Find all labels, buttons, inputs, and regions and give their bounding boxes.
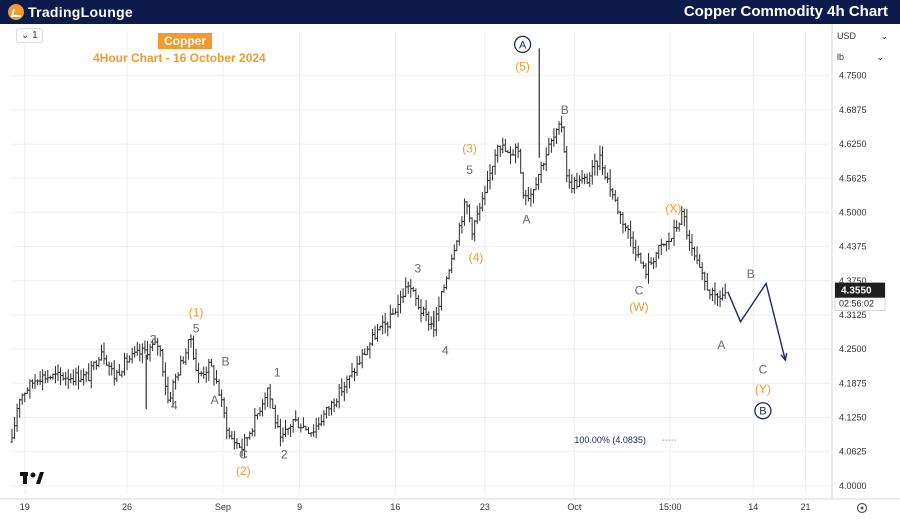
current-price-label: 4.3550 <box>841 286 872 297</box>
fib-level-label: 100.00% (4.0835) <box>574 435 646 445</box>
settings-gear-center-icon[interactable] <box>860 506 864 510</box>
y-tick-label: 4.1875 <box>839 378 867 388</box>
logo-stem <box>23 472 27 484</box>
settings-gear-icon[interactable] <box>856 502 868 514</box>
projection-arrowhead-icon <box>780 353 788 362</box>
price-chart[interactable]: 100.00% (4.0835) A (5) B (3) 5 A (X) (4) 3 B C (W) (… <box>0 24 900 522</box>
chart-area[interactable]: 100.00% (4.0835) A (5) B (3) 5 A (X) (4) 3 B C (W) (… <box>0 24 900 522</box>
grid-lines <box>12 32 830 494</box>
wave-label: 3 <box>414 262 421 276</box>
x-tick-label: 15:00 <box>659 502 682 512</box>
wave-label: (Y) <box>755 382 771 396</box>
wave-label: (3) <box>462 141 477 155</box>
currency-selector[interactable]: USD ⌄ <box>837 31 888 42</box>
x-tick-label: 14 <box>748 502 758 512</box>
wave-label: 4 <box>171 398 178 412</box>
unit-dropdown-icon[interactable]: ⌄ <box>876 52 885 62</box>
wave-label: (1) <box>189 305 204 319</box>
wave-label: 5 <box>466 163 473 177</box>
logo-slash <box>36 472 44 484</box>
wave-label-circle <box>754 402 772 420</box>
wave-label: C <box>239 447 248 461</box>
wave-label: A <box>522 212 530 226</box>
y-tick-label: 4.7500 <box>839 71 867 81</box>
countdown-label: 02:56:02 <box>839 299 874 309</box>
wave-label: (4) <box>469 251 484 265</box>
candles-layer <box>10 48 727 458</box>
wave-label: C <box>759 363 768 377</box>
chart-subtitle: 4Hour Chart - 16 October 2024 <box>93 51 266 65</box>
wave-label: B <box>221 355 229 369</box>
x-tick-label: 26 <box>122 502 132 512</box>
brand-logo: TradingLounge <box>8 3 133 21</box>
header-bar: TradingLounge Copper Commodity 4h Chart <box>0 0 900 24</box>
projection-path <box>727 281 786 361</box>
y-tick-label: 4.3750 <box>839 276 867 286</box>
y-tick-label: 4.4375 <box>839 242 867 252</box>
y-tick-label: 4.0000 <box>839 481 867 491</box>
x-tick-label: 23 <box>480 502 490 512</box>
interval-value: 1 <box>32 30 38 41</box>
wave-label: B <box>747 267 755 281</box>
y-tick-label: 4.6250 <box>839 139 867 149</box>
unit-label: lb <box>837 52 845 62</box>
wave-label: 1 <box>274 365 281 379</box>
wave-label: C <box>635 283 644 297</box>
currency-label: USD <box>837 31 857 41</box>
logo-mark-icon <box>8 4 24 20</box>
symbol-badge: Copper <box>158 33 212 49</box>
y-tick-label: 4.0625 <box>839 447 867 457</box>
y-tick-label: 4.5625 <box>839 173 867 183</box>
y-tick-label: 4.2500 <box>839 344 867 354</box>
wave-label: A <box>717 338 725 352</box>
x-tick-label: Sep <box>215 502 231 512</box>
wave-label-circle <box>513 35 532 54</box>
wave-label: 5 <box>193 322 200 336</box>
y-tick-label: 4.6875 <box>839 105 867 115</box>
collapse-icon[interactable]: ⌄ <box>21 30 30 41</box>
wave-labels-layer: A (5) B (3) 5 A (X) (4) 3 B C (W) (1) 5 3 A 4 B 1 C A (Y) B 4 C 2… <box>150 35 772 478</box>
chart-title: Copper Commodity 4h Chart <box>683 3 888 20</box>
wave-label: (5) <box>515 59 530 73</box>
wave-label: A <box>519 39 527 51</box>
x-tick-label: 9 <box>297 502 302 512</box>
wave-label: 4 <box>442 344 449 358</box>
x-tick-label: 21 <box>800 502 810 512</box>
wave-label: (X) <box>665 201 681 215</box>
wave-label: (2) <box>236 464 251 478</box>
wave-label: B <box>759 406 766 418</box>
tradingview-logo-icon <box>20 472 44 484</box>
y-axis[interactable]: 4.7500 4.6875 4.6250 4.5625 4.5000 4.4375 4.37… <box>831 24 886 499</box>
fib-layer: 100.00% (4.0835) <box>574 435 677 445</box>
y-tick-label: 4.5000 <box>839 207 867 217</box>
x-tick-label: 16 <box>390 502 400 512</box>
wave-label: A <box>211 393 219 407</box>
x-tick-label: Oct <box>567 502 582 512</box>
wave-label: (W) <box>629 300 648 314</box>
wave-label: B <box>561 103 569 117</box>
wave-label: 2 <box>281 447 288 461</box>
unit-selector[interactable]: lb ⌄ <box>837 52 884 63</box>
interval-selector[interactable]: ⌄ 1 <box>16 28 43 43</box>
logo-dot <box>30 472 36 478</box>
logo-text: TradingLounge <box>28 4 134 20</box>
projection-layer <box>727 281 788 362</box>
x-tick-label: 19 <box>20 502 30 512</box>
x-axis[interactable]: 19 26 Sep 9 16 23 Oct 15:00 14 21 <box>0 472 900 514</box>
price-tag-highlight <box>835 282 885 298</box>
wave-label: 3 <box>150 333 157 347</box>
currency-dropdown-icon[interactable]: ⌄ <box>880 31 889 41</box>
y-tick-label: 4.3125 <box>839 310 867 320</box>
y-tick-label: 4.1250 <box>839 412 867 422</box>
